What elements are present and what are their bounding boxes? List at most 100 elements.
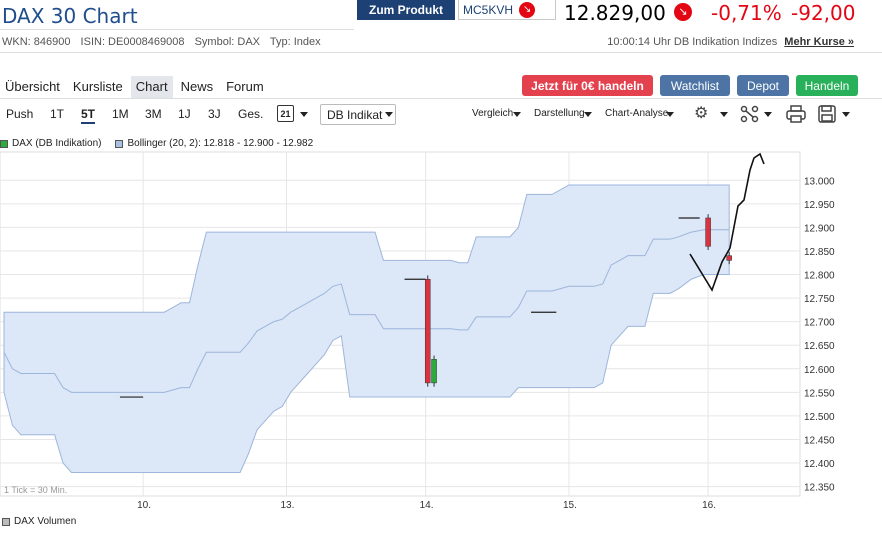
trade-free-button[interactable]: Jetzt für 0€ handeln [522, 75, 653, 96]
quote-timestamp: 10:00:14 Uhr DB Indikation Indizes [607, 36, 778, 48]
chevron-down-icon[interactable] [513, 112, 521, 117]
chart-legend: DAX (DB Indikation) Bollinger (20, 2): 1… [0, 138, 327, 149]
y-tick-label: 12.900 [804, 223, 835, 234]
calendar-icon[interactable]: 21 [277, 105, 294, 122]
compare-menu[interactable]: Vergleich [472, 108, 514, 119]
more-quotes-link[interactable]: Mehr Kurse » [784, 36, 854, 48]
current-price: 12.829,00 [564, 1, 666, 25]
trade-button[interactable]: Handeln [796, 75, 858, 96]
x-tick-label: 15. [563, 500, 577, 511]
y-tick-label: 12.400 [804, 459, 835, 470]
depot-button[interactable]: Depot [737, 75, 789, 96]
candle-body [424, 278, 431, 384]
range-5t[interactable]: 5T [81, 107, 96, 124]
product-symbol[interactable]: MC5KVH ↘ [458, 0, 556, 20]
volume-label-text: DAX Volumen [14, 516, 77, 527]
y-tick-label: 12.650 [804, 341, 835, 352]
watchlist-button[interactable]: Watchlist [660, 75, 730, 96]
x-tick-label: 16. [702, 500, 716, 511]
y-tick-label: 12.450 [804, 435, 835, 446]
tick-note: 1 Tick = 30 Min. [4, 485, 67, 495]
candlestick-series [119, 152, 765, 398]
chevron-down-icon [385, 112, 393, 117]
x-axis: 10. 13. 14. 15. 16. [137, 500, 716, 511]
chart-analysis-menu[interactable]: Chart-Analyse [605, 108, 669, 119]
y-tick-label: 12.750 [804, 294, 835, 305]
down-arrow-icon: ↘ [519, 1, 536, 18]
bollinger-middle-line [3, 229, 730, 393]
range-1t[interactable]: 1T [50, 107, 65, 121]
chevron-down-icon[interactable] [842, 112, 850, 117]
volume-label[interactable]: DAX Volumen [2, 516, 76, 527]
range-push[interactable]: Push [6, 107, 34, 121]
chevron-down-icon[interactable] [584, 112, 592, 117]
x-tick-label: 14. [420, 500, 434, 511]
change-absolute: -92,00 [791, 1, 856, 25]
tab-quote-list[interactable]: Kursliste [72, 79, 123, 94]
change-percent: -0,71% [711, 1, 782, 25]
product-symbol-label: MC5KVH [463, 2, 514, 17]
symbol: Symbol: DAX [194, 36, 260, 48]
candle-body [726, 255, 732, 261]
y-tick-label: 12.850 [804, 247, 835, 258]
chevron-down-icon[interactable] [720, 112, 728, 117]
quote-info: 10:00:14 Uhr DB Indikation Indizes Mehr … [607, 36, 854, 48]
drawn-annotation [689, 152, 765, 292]
tab-chart[interactable]: Chart [130, 76, 173, 98]
isin: ISIN: DE0008469008 [80, 36, 185, 48]
page-title: DAX 30 Chart [2, 4, 138, 28]
settings-icon[interactable]: ⚙ [694, 105, 709, 122]
divider [0, 29, 354, 30]
source-select-value: DB Indikat [327, 107, 383, 122]
trend-down-icon: ↘ [674, 3, 692, 21]
x-tick-label: 10. [137, 500, 151, 511]
y-tick-label: 12.700 [804, 318, 835, 329]
price-chart[interactable]: 13.000 12.950 12.900 12.850 12.800 12.750 12.7… [0, 150, 882, 515]
display-menu[interactable]: Darstellung [534, 108, 585, 119]
y-tick-label: 13.000 [804, 176, 835, 187]
range-3j[interactable]: 3J [208, 107, 221, 121]
y-tick-label: 12.600 [804, 365, 835, 376]
legend-item-bollinger[interactable]: Bollinger (20, 2): 12.818 - 12.900 - 12.… [115, 138, 313, 149]
print-icon[interactable] [786, 105, 806, 123]
chevron-down-icon[interactable] [764, 112, 772, 117]
chevron-down-icon[interactable] [300, 112, 308, 117]
legend-item-dax[interactable]: DAX (DB Indikation) [0, 138, 101, 149]
legend-swatch [115, 139, 124, 148]
y-tick-label: 12.550 [804, 388, 835, 399]
bollinger-band [3, 184, 730, 473]
save-icon[interactable] [818, 105, 836, 123]
instrument-meta: WKN: 846900 ISIN: DE0008469008 Symbol: D… [2, 36, 328, 48]
tab-overview[interactable]: Übersicht [5, 79, 60, 94]
main-tabs: Übersicht Kursliste Chart News Forum [0, 76, 272, 98]
chevron-down-icon[interactable] [666, 112, 674, 117]
wkn: WKN: 846900 [2, 36, 71, 48]
y-tick-label: 12.350 [804, 483, 835, 494]
legend-swatch [0, 139, 8, 148]
y-tick-label: 12.500 [804, 412, 835, 423]
candle-body [705, 217, 711, 247]
tab-forum[interactable]: Forum [226, 79, 264, 94]
divider [0, 98, 882, 99]
legend-label: DAX (DB Indikation) [12, 138, 102, 149]
candle-body [431, 359, 437, 384]
chart-toolbar: Push 1T 5T 1M 3M 1J 3J Ges. 21 DB Indika… [0, 104, 882, 125]
legend-swatch [2, 517, 10, 526]
y-axis: 13.000 12.950 12.900 12.850 12.800 12.750 12.7… [804, 176, 835, 493]
to-product-button[interactable]: Zum Produkt [357, 0, 455, 20]
instrument-type: Typ: Index [269, 36, 321, 48]
range-total[interactable]: Ges. [238, 107, 264, 121]
action-buttons: Jetzt für 0€ handeln Watchlist Depot Han… [522, 75, 858, 96]
x-tick-label: 13. [280, 500, 294, 511]
y-tick-label: 12.800 [804, 271, 835, 282]
divider [0, 52, 882, 53]
range-3m[interactable]: 3M [145, 107, 162, 121]
tab-news[interactable]: News [180, 79, 214, 94]
bollinger-area [3, 184, 730, 473]
range-1j[interactable]: 1J [178, 107, 191, 121]
y-tick-label: 12.950 [804, 200, 835, 211]
range-1m[interactable]: 1M [112, 107, 129, 121]
indicators-icon[interactable] [740, 105, 760, 123]
source-select[interactable]: DB Indikat [320, 104, 396, 125]
legend-label: Bollinger (20, 2): 12.818 - 12.900 - 12.… [127, 138, 314, 149]
